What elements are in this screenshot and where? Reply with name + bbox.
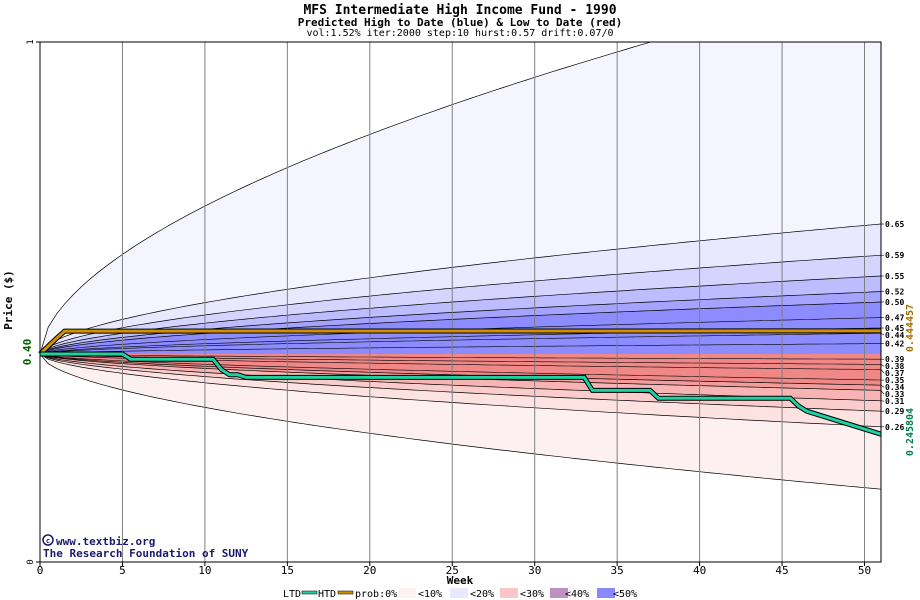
right-value-label-11: 0.37 <box>885 369 904 378</box>
right-value-label-6: 0.45 <box>885 324 904 333</box>
htd-value-label: 0.444457 <box>905 304 916 352</box>
right-value-label-15: 0.31 <box>885 397 904 406</box>
y-axis-title: Price ($) <box>2 270 15 330</box>
contour-line-3 <box>40 343 881 355</box>
x-axis-title: Week <box>447 574 474 587</box>
series-layer <box>38 328 882 437</box>
right-value-label-10: 0.38 <box>885 362 904 371</box>
ltd-value-label: 0.245804 <box>905 408 916 456</box>
legend-b30-label: <30% <box>520 589 544 600</box>
watermark-org: The Research Foundation of SUNY <box>43 547 249 560</box>
legend-b50-label: <50% <box>613 589 637 600</box>
blue-band-outline-50pct <box>40 301 881 355</box>
blue-band-outline-20pct <box>40 254 881 355</box>
right-value-label-2: 0.55 <box>885 272 904 281</box>
legend-htd-label: HTD <box>318 589 336 600</box>
simulation-params: vol:1.52% iter:2000 step:10 hurst:0.57 d… <box>306 28 614 39</box>
right-value-label-5: 0.47 <box>885 314 904 323</box>
htd-series-line <box>38 329 882 356</box>
legend: LTD HTD prob:0% <10% <20% <30% <40% <50% <box>283 588 637 600</box>
legend-prob-label: prob:0% <box>355 589 397 600</box>
ltd-series-line <box>40 352 882 436</box>
y-tick-label-1: 1 <box>26 39 36 44</box>
right-value-label-13: 0.34 <box>885 383 904 392</box>
right-value-label-9: 0.39 <box>885 355 904 364</box>
chart-title: MFS Intermediate High Income Fund - 1990 <box>303 3 617 18</box>
x-tick-label-40: 40 <box>693 564 706 577</box>
blue-band-outline-10pct <box>40 223 881 355</box>
red-band-outline-20pct <box>40 353 881 412</box>
legend-swatch-30 <box>550 588 568 598</box>
x-tick-label-5: 5 <box>119 564 126 577</box>
band-outlines <box>40 42 881 490</box>
grid-lines <box>121 42 866 562</box>
legend-swatch-40 <box>597 588 615 598</box>
right-label-tick-13 <box>880 384 885 388</box>
red-band-outline-10pct <box>40 353 881 428</box>
x-tick-label-30: 30 <box>528 564 541 577</box>
red-band-outline-0pct <box>40 353 881 490</box>
right-label-tick-11 <box>880 369 885 374</box>
x-tick-label-0: 0 <box>37 564 44 577</box>
copyright-icon-glyph: c <box>46 537 50 545</box>
current-price-label: 0.40 <box>21 339 34 366</box>
blue-band-outline-0pct <box>40 42 653 355</box>
blue-band-50pct <box>40 302 881 354</box>
right-value-label-16: 0.29 <box>885 407 904 416</box>
legend-swatch-20 <box>500 588 518 598</box>
legend-htd-swatch <box>337 590 354 595</box>
blue-band-outline-30pct <box>40 275 881 355</box>
legend-swatch-10 <box>450 588 468 598</box>
right-label-tick-14 <box>880 390 885 395</box>
probability-bands <box>40 42 881 490</box>
contour-line-4 <box>40 353 881 360</box>
legend-swatch-0 <box>398 588 416 598</box>
x-tick-label-10: 10 <box>198 564 211 577</box>
right-value-label-4: 0.50 <box>885 298 904 307</box>
y-tick-label-0: 0 <box>26 559 36 564</box>
x-tick-label-25: 25 <box>446 564 459 577</box>
copyright-icon <box>42 534 54 546</box>
legend-b10-label: <10% <box>418 589 442 600</box>
x-tick-label-35: 35 <box>611 564 624 577</box>
legend-ltd-label: LTD <box>283 589 301 600</box>
right-value-label-12: 0.35 <box>885 376 904 385</box>
legend-b20-label: <20% <box>470 589 494 600</box>
legend-ltd-swatch <box>301 590 318 595</box>
right-value-label-3: 0.52 <box>885 288 904 297</box>
right-value-label-8: 0.42 <box>885 340 904 349</box>
chart-subtitle: Predicted High to Date (blue) & Low to D… <box>297 16 623 29</box>
right-label-tick-10 <box>880 364 885 367</box>
red-band-50pct <box>40 354 881 386</box>
right-value-label-7: 0.44 <box>885 331 904 340</box>
right-label-tick-7 <box>880 332 885 336</box>
watermark: c www.textbiz.org The Research Foundatio… <box>42 534 249 560</box>
x-tick-label-45: 45 <box>775 564 788 577</box>
right-value-label-17: 0.26 <box>885 423 904 432</box>
axes-layer: 0 5 10 15 20 25 30 35 40 45 50 0 1 <box>26 39 871 577</box>
x-tick-label-50: 50 <box>858 564 871 577</box>
legend-b40-label: <40% <box>565 589 589 600</box>
right-value-label-14: 0.33 <box>885 390 904 399</box>
right-value-label-0: 0.65 <box>885 220 904 229</box>
right-value-label-1: 0.59 <box>885 251 904 260</box>
x-tick-label-20: 20 <box>363 564 376 577</box>
contour-line-2 <box>40 332 881 355</box>
contour-line-7 <box>40 353 881 381</box>
x-tick-label-15: 15 <box>281 564 294 577</box>
watermark-url: www.textbiz.org <box>56 535 155 548</box>
right-value-labels: 0.65 0.59 0.55 0.520.50 0.470.450.440.42 0.39… <box>880 220 904 432</box>
